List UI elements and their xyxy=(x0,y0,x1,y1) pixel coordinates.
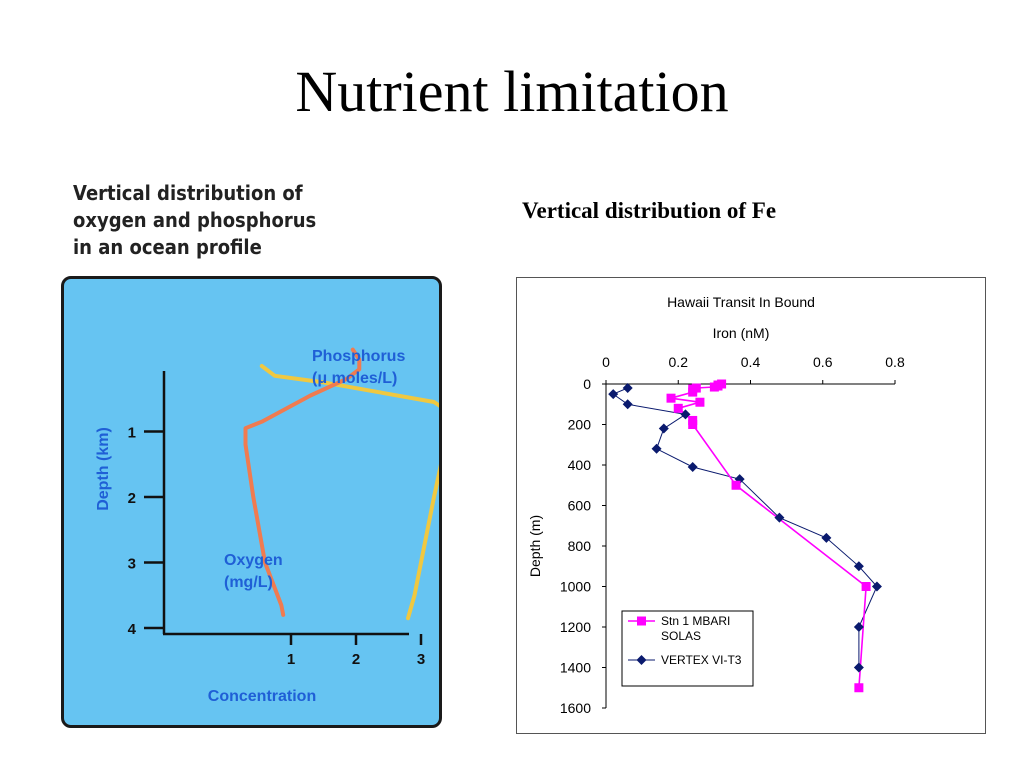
mbari-data-point xyxy=(666,393,676,403)
vertex-data-point xyxy=(853,622,864,632)
mbari-data-point xyxy=(854,683,864,693)
x-axis-label: Concentration xyxy=(208,688,316,705)
y-tick-label: 400 xyxy=(568,457,592,473)
y-tick-label: 0 xyxy=(583,376,591,392)
oxygen-label: Oxygen xyxy=(224,552,283,569)
vertex-data-point xyxy=(622,399,633,410)
vertex-data-point xyxy=(853,561,864,572)
ocean-profile-panel: 1 2 3 4 1 2 3 Concentration Depth (km) Phosphorus… xyxy=(61,276,449,728)
y-tick-label: 800 xyxy=(568,538,592,554)
y-axis-label: Depth (m) xyxy=(527,515,543,577)
x-tick-label: 0 xyxy=(602,354,610,370)
caption-line-3: in an ocean profile xyxy=(73,235,262,259)
mbari-data-point xyxy=(731,480,741,490)
legend-vertex-marker xyxy=(636,655,647,665)
iron-chart-frame: Hawaii Transit In Bound Iron (nM) 0 0.2 0.4 0… xyxy=(516,277,986,734)
legend-vertex-label: VERTEX VI-T3 xyxy=(661,653,742,667)
mbari-data-point xyxy=(695,397,705,407)
vertex-data-point xyxy=(734,474,745,485)
x-tick-label: 0.8 xyxy=(885,354,905,370)
vertex-data-point xyxy=(774,512,785,523)
legend-mbari-label-line2: SOLAS xyxy=(661,629,701,643)
vertex-data-point xyxy=(622,383,633,394)
y-tick-label: 600 xyxy=(568,498,592,514)
vertex-data-point xyxy=(871,581,882,592)
vertex-data-point xyxy=(608,389,619,400)
caption-line-2: oxygen and phosphorus xyxy=(73,208,317,232)
mbari-data-point xyxy=(688,420,698,429)
mbari-data-point xyxy=(861,582,871,591)
vertex-data-point xyxy=(651,443,662,454)
x-tick-label: 3 xyxy=(417,651,425,668)
y-tick-label: 1 xyxy=(128,425,136,442)
legend-mbari-marker xyxy=(637,616,646,626)
vertex-data-point xyxy=(658,423,669,434)
phosphorus-label: Phosphorus xyxy=(312,348,405,365)
x-tick-label: 0.4 xyxy=(741,354,761,370)
chart-title: Hawaii Transit In Bound xyxy=(667,294,815,310)
y-tick-label: 3 xyxy=(128,556,136,573)
vertex-series-line xyxy=(612,387,878,668)
ocean-profile-chart: 1 2 3 4 1 2 3 Concentration Depth (km) Phosphorus… xyxy=(95,347,449,705)
legend-mbari-label: Stn 1 MBARI xyxy=(661,614,730,628)
y-tick-label: 1200 xyxy=(560,619,591,635)
x-tick-label: 0.6 xyxy=(813,354,833,370)
vertex-data-point xyxy=(687,462,698,473)
phosphorus-unit-label: (μ moles/L) xyxy=(312,370,397,387)
mbari-data-point xyxy=(709,382,719,392)
x-tick-label: 1 xyxy=(287,651,295,668)
y-tick-label: 2 xyxy=(128,490,136,507)
mbari-data-point xyxy=(688,387,698,397)
phosphorus-curve xyxy=(259,364,449,621)
x-tick-label: 0.2 xyxy=(669,354,689,370)
mbari-data-point xyxy=(673,403,683,413)
y-tick-label: 200 xyxy=(568,417,592,433)
y-tick-label: 4 xyxy=(128,621,137,638)
vertex-data-point xyxy=(680,409,691,420)
vertex-data-point xyxy=(853,662,864,673)
slide-title: Nutrient limitation xyxy=(295,59,729,124)
y-tick-label: 1400 xyxy=(560,660,591,676)
y-axis-label: Depth (km) xyxy=(95,427,112,511)
iron-profile-chart: Hawaii Transit In Bound Iron (nM) 0 0.2 0.4 0… xyxy=(527,294,905,716)
vertex-data-point xyxy=(821,532,832,543)
x-axis-label: Iron (nM) xyxy=(713,325,770,341)
x-tick-label: 2 xyxy=(352,651,360,668)
y-tick-label: 1000 xyxy=(560,579,591,595)
oxygen-unit-label: (mg/L) xyxy=(224,574,273,591)
y-tick-label: 1600 xyxy=(560,700,591,716)
left-figure-caption: Vertical distribution of oxygen and phos… xyxy=(73,180,316,261)
oxygen-curve xyxy=(243,347,362,617)
caption-line-1: Vertical distribution of xyxy=(73,181,303,205)
fe-figure-caption: Vertical distribution of Fe xyxy=(522,198,777,223)
